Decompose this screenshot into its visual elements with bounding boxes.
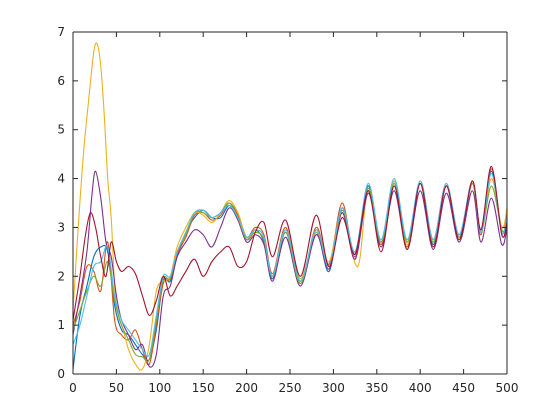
y-tick-label: 1 bbox=[57, 318, 65, 332]
x-tick-label: 50 bbox=[109, 381, 124, 395]
x-tick-label: 350 bbox=[365, 381, 388, 395]
x-tick-label: 300 bbox=[322, 381, 345, 395]
x-tick-label: 500 bbox=[496, 381, 519, 395]
x-tick-label: 400 bbox=[409, 381, 432, 395]
series-layer bbox=[72, 42, 508, 371]
series-line-4 bbox=[72, 170, 508, 368]
x-tick-label: 250 bbox=[279, 381, 302, 395]
axes-layer: 0 50 100 150 200 250 300 350 400 450 500 0 1 2 3 4 5 6 7 bbox=[57, 25, 518, 395]
series-line-6 bbox=[72, 173, 508, 357]
x-tick-label: 450 bbox=[452, 381, 475, 395]
x-tick-label: 0 bbox=[69, 381, 77, 395]
x-tick-label: 100 bbox=[148, 381, 171, 395]
y-tick-label: 3 bbox=[57, 220, 65, 234]
y-tick-label: 5 bbox=[57, 123, 65, 137]
x-tick-label: 150 bbox=[192, 381, 215, 395]
y-tick-label: 7 bbox=[57, 25, 65, 39]
series-line-7 bbox=[72, 165, 508, 321]
y-tick-label: 2 bbox=[57, 269, 65, 283]
y-tick-label: 4 bbox=[57, 172, 65, 186]
x-tick-label: 200 bbox=[235, 381, 258, 395]
y-tick-label: 6 bbox=[57, 74, 65, 88]
plot-area bbox=[73, 32, 507, 374]
y-tick-label: 0 bbox=[57, 367, 65, 381]
